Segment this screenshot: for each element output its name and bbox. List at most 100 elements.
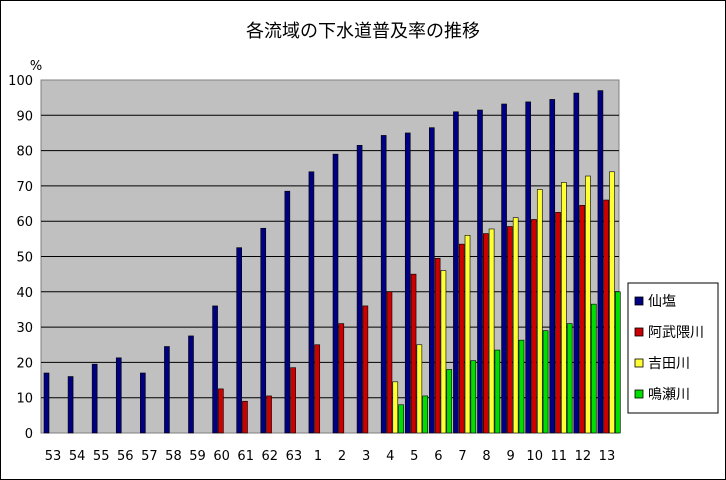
bar bbox=[284, 190, 291, 434]
legend-label: 阿武隈川 bbox=[648, 325, 704, 341]
bar bbox=[531, 219, 537, 434]
bar bbox=[332, 153, 339, 434]
y-tick-label: 20 bbox=[16, 356, 33, 371]
x-tick-label: 62 bbox=[262, 449, 279, 464]
legend-label: 吉田川 bbox=[648, 356, 690, 372]
x-tick-label: 4 bbox=[386, 449, 394, 464]
bar bbox=[536, 189, 543, 434]
legend-label: 仙塩 bbox=[648, 294, 676, 310]
bar bbox=[188, 335, 194, 434]
bar bbox=[314, 344, 321, 434]
x-tick-label: 54 bbox=[69, 449, 86, 464]
bar bbox=[338, 323, 345, 434]
x-tick-label: 7 bbox=[458, 449, 466, 464]
bar bbox=[579, 205, 585, 434]
bar bbox=[434, 257, 441, 434]
bar bbox=[518, 339, 525, 434]
bar bbox=[555, 212, 561, 434]
y-tick-label: 90 bbox=[16, 109, 33, 124]
y-tick-label: 10 bbox=[16, 392, 33, 407]
bar bbox=[386, 291, 393, 434]
bar bbox=[398, 404, 404, 434]
y-tick-label: 0 bbox=[25, 427, 33, 442]
bar bbox=[212, 305, 218, 434]
y-tick-label: 80 bbox=[16, 145, 33, 160]
chart-title: 各流域の下水道普及率の推移 bbox=[246, 21, 480, 42]
bar bbox=[488, 228, 495, 434]
bar bbox=[501, 103, 507, 434]
bar bbox=[164, 346, 170, 434]
y-axis-unit-label: % bbox=[30, 59, 42, 74]
bar bbox=[140, 372, 146, 434]
bar bbox=[585, 175, 591, 434]
x-tick-label: 13 bbox=[599, 449, 616, 464]
x-tick-label: 61 bbox=[237, 449, 254, 464]
bar bbox=[525, 101, 531, 434]
bar bbox=[236, 247, 242, 434]
bar bbox=[453, 111, 459, 434]
bar bbox=[458, 243, 465, 434]
x-tick-label: 59 bbox=[189, 449, 206, 464]
grid-lines bbox=[41, 114, 619, 399]
y-tick-label: 40 bbox=[16, 286, 33, 301]
bar bbox=[597, 90, 604, 434]
bar bbox=[561, 182, 567, 434]
bar bbox=[590, 303, 597, 434]
x-tick-label: 1 bbox=[314, 449, 322, 464]
x-tick-label: 6 bbox=[434, 449, 442, 464]
y-tick-labels: 0 10 20 30 40 50 60 70 80 90 100 bbox=[8, 74, 33, 442]
x-tick-label: 11 bbox=[551, 449, 568, 464]
x-tick-labels: 53 54 55 56 57 58 59 60 61 62 63 1 2 3 4 5 6 7 8 9 10 11 12 13 bbox=[45, 449, 615, 464]
x-tick-label: 53 bbox=[45, 449, 62, 464]
bars bbox=[43, 90, 621, 434]
y-tick-label: 70 bbox=[16, 180, 33, 195]
bar bbox=[446, 369, 453, 434]
x-tick-label: 5 bbox=[410, 449, 418, 464]
bar bbox=[440, 270, 447, 434]
bar bbox=[290, 367, 296, 434]
bar bbox=[266, 395, 272, 434]
bar bbox=[356, 145, 363, 434]
x-tick-label: 63 bbox=[286, 449, 303, 464]
bar bbox=[260, 227, 267, 434]
x-tick-label: 55 bbox=[93, 449, 110, 464]
y-tick-label: 60 bbox=[16, 215, 33, 230]
legend-label: 鳴瀬川 bbox=[648, 387, 690, 403]
x-tick-label: 58 bbox=[165, 449, 182, 464]
bar bbox=[91, 363, 98, 434]
bar bbox=[507, 226, 513, 434]
bar bbox=[422, 395, 428, 434]
x-tick-label: 12 bbox=[575, 449, 592, 464]
bar bbox=[242, 400, 248, 434]
bar bbox=[429, 127, 435, 434]
bar bbox=[615, 291, 621, 434]
bar bbox=[43, 372, 50, 434]
legend-swatch bbox=[634, 389, 644, 399]
x-tick-label: 56 bbox=[117, 449, 134, 464]
bar bbox=[477, 109, 483, 434]
bar bbox=[512, 217, 519, 434]
bar bbox=[603, 199, 610, 434]
x-tick-label: 10 bbox=[526, 449, 543, 464]
x-tick-label: 3 bbox=[362, 449, 370, 464]
bar bbox=[542, 330, 549, 434]
bar bbox=[573, 92, 580, 434]
bar bbox=[416, 344, 423, 434]
x-tick-label: 57 bbox=[141, 449, 158, 464]
bar bbox=[115, 357, 122, 434]
bar bbox=[470, 360, 477, 434]
bar bbox=[549, 99, 556, 434]
bar bbox=[566, 323, 573, 434]
bar bbox=[494, 349, 501, 434]
bar bbox=[464, 235, 471, 434]
x-tick-label: 9 bbox=[506, 449, 514, 464]
x-tick-label: 60 bbox=[213, 449, 230, 464]
bar bbox=[410, 273, 417, 434]
bar bbox=[482, 233, 489, 434]
bar bbox=[392, 381, 399, 434]
x-tick-label: 8 bbox=[482, 449, 490, 464]
bar bbox=[380, 135, 387, 434]
y-tick-label: 30 bbox=[16, 321, 33, 336]
